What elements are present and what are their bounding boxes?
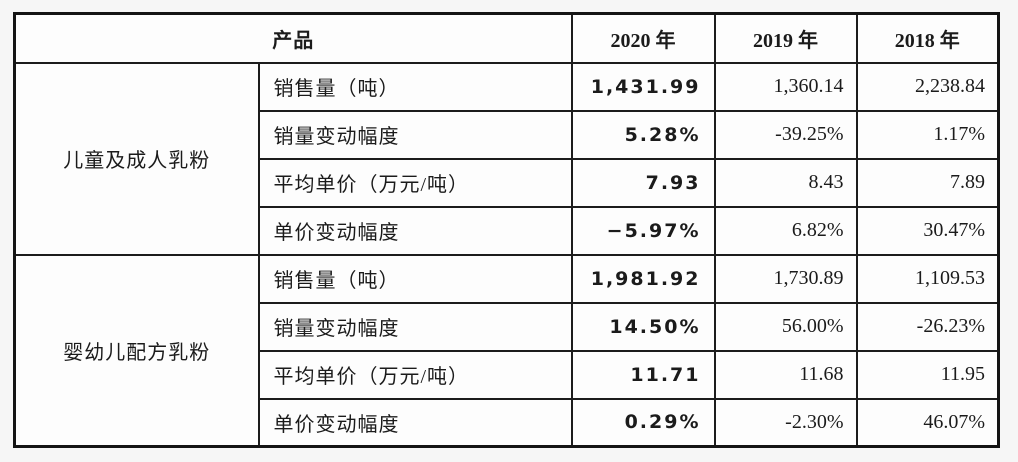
table-row: 平均单价（万元/吨） 7.93 8.43 7.89 xyxy=(15,157,1000,208)
metric-cell: 销量变动幅度 xyxy=(257,301,573,352)
value-cell-2019: 56.00% xyxy=(713,301,858,352)
group-cell-children-adult-milk-powder: 儿童及成人乳粉 xyxy=(13,61,260,256)
table-row: 婴幼儿配方乳粉 销售量（吨） 1,981.92 1,730.89 1,109.5… xyxy=(13,253,1000,448)
metric-cell: 平均单价（万元/吨） xyxy=(257,157,573,208)
value-cell-2018: 11.95 xyxy=(855,349,1000,400)
value-cell-2020: 14.50% xyxy=(570,301,716,352)
product-header-cell: 产品 xyxy=(13,12,573,64)
value-cell-2020: 0.29% xyxy=(570,397,716,448)
value-cell-2019: 8.43 xyxy=(713,157,858,208)
table-row: 销量变动幅度 14.50% 56.00% -26.23% xyxy=(15,301,1000,352)
table-row: 单价变动幅度 0.29% -2.30% 46.07% xyxy=(15,397,1000,448)
table-row: 销量变动幅度 5.28% -39.25% 1.17% xyxy=(15,109,1000,160)
value-cell-2018: -26.23% xyxy=(855,301,1000,352)
year-header-2018: 2018 年 xyxy=(855,12,1000,64)
sales-data-table-container: 产品 2020 年 2019 年 2018 年 儿童及成人乳粉 销售量（吨） 1… xyxy=(13,12,1000,448)
value-cell-2018: 1.17% xyxy=(855,109,1000,160)
metric-cell: 销售量（吨） xyxy=(257,61,573,112)
value-cell-2020: 7.93 xyxy=(570,157,716,208)
value-cell-2018: 30.47% xyxy=(855,205,1000,256)
year-header-2019: 2019 年 xyxy=(713,12,858,64)
value-cell-2019: 1,730.89 xyxy=(713,253,858,304)
value-cell-2019: -39.25% xyxy=(713,109,858,160)
value-cell-2020: 11.71 xyxy=(570,349,716,400)
value-cell-2018: 2,238.84 xyxy=(855,61,1000,112)
metric-cell: 单价变动幅度 xyxy=(257,205,573,256)
value-cell-2019: 1,360.14 xyxy=(713,61,858,112)
value-cell-2020: 5.28% xyxy=(570,109,716,160)
value-cell-2018: 46.07% xyxy=(855,397,1000,448)
value-cell-2019: 11.68 xyxy=(713,349,858,400)
metric-cell: 单价变动幅度 xyxy=(257,397,573,448)
year-header-2020: 2020 年 xyxy=(570,12,716,64)
value-cell-2018: 1,109.53 xyxy=(855,253,1000,304)
value-cell-2018: 7.89 xyxy=(855,157,1000,208)
value-cell-2019: 6.82% xyxy=(713,205,858,256)
value-cell-2020: 1,431.99 xyxy=(570,61,716,112)
group-cell-infant-formula-milk-powder: 婴幼儿配方乳粉 xyxy=(13,253,260,448)
table-row: 儿童及成人乳粉 销售量（吨） 1,431.99 1,360.14 2,238.8… xyxy=(13,61,1000,256)
table-row: 单价变动幅度 −5.97% 6.82% 30.47% xyxy=(15,205,1000,256)
metric-cell: 销量变动幅度 xyxy=(257,109,573,160)
value-cell-2019: -2.30% xyxy=(713,397,858,448)
milk-powder-sales-table: 产品 2020 年 2019 年 2018 年 儿童及成人乳粉 销售量（吨） 1… xyxy=(13,12,1000,448)
table-header-row: 产品 2020 年 2019 年 2018 年 xyxy=(13,12,1000,64)
table-row: 平均单价（万元/吨） 11.71 11.68 11.95 xyxy=(15,349,1000,400)
metric-cell: 销售量（吨） xyxy=(257,253,573,304)
value-cell-2020: 1,981.92 xyxy=(570,253,716,304)
metric-cell: 平均单价（万元/吨） xyxy=(257,349,573,400)
value-cell-2020: −5.97% xyxy=(570,205,716,256)
